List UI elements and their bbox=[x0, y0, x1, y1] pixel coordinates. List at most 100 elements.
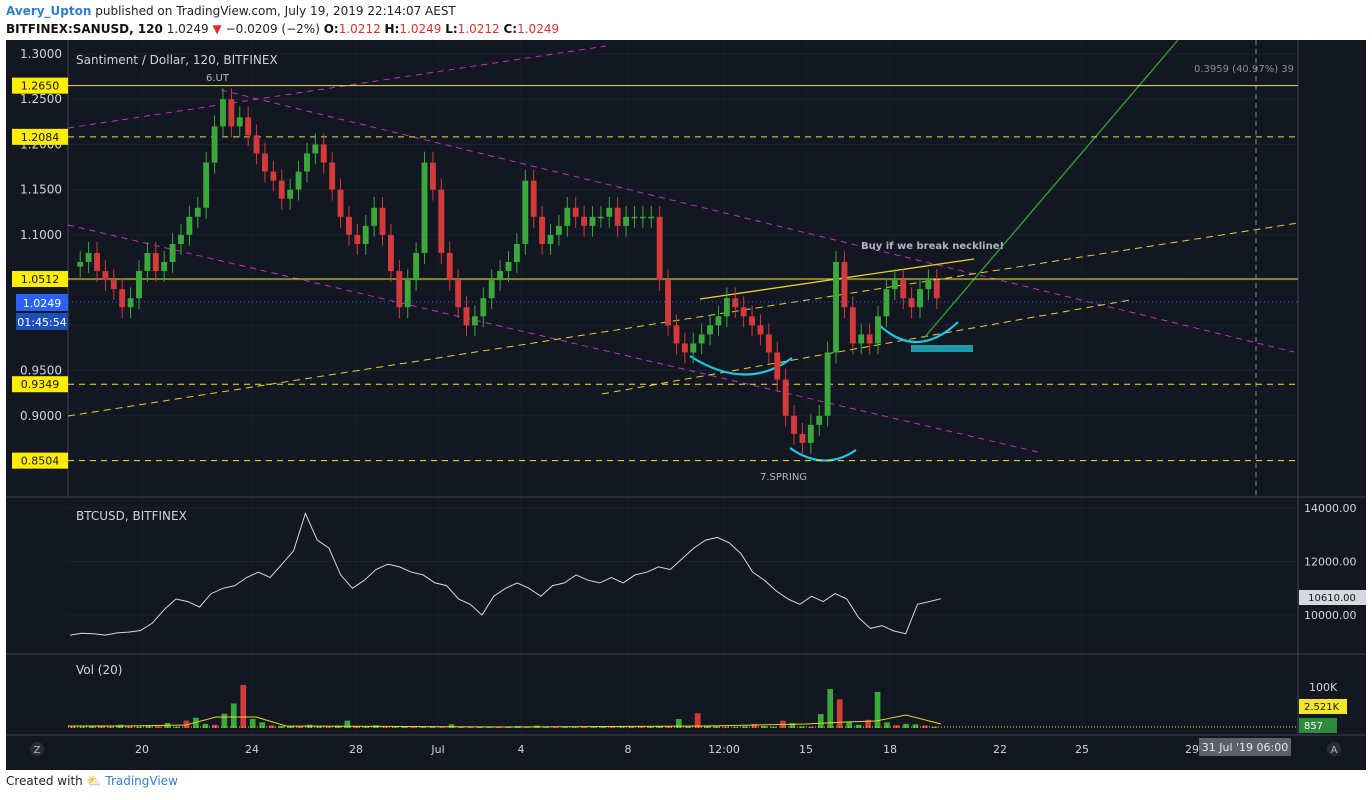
price-level-tag bbox=[12, 128, 68, 145]
volume-bar bbox=[344, 720, 351, 728]
price-level-tag bbox=[12, 77, 68, 94]
trend-line-rising[interactable] bbox=[67, 222, 1299, 417]
candle-body bbox=[681, 343, 688, 353]
target-projection-line[interactable] bbox=[923, 40, 1179, 339]
pane-title-main: Santiment / Dollar, 120, BITFINEX bbox=[76, 53, 278, 67]
time-tick-label: 4 bbox=[518, 743, 525, 756]
volume-bar bbox=[751, 723, 758, 728]
open-value: 1.0212 bbox=[338, 22, 381, 36]
vol-last-tag bbox=[1299, 718, 1337, 733]
volume-bar bbox=[666, 726, 673, 728]
volume-bar bbox=[619, 727, 625, 728]
volume-bar bbox=[420, 726, 426, 728]
tradingview-logo-icon[interactable]: ⛅ bbox=[86, 774, 102, 788]
price-level-tag bbox=[12, 271, 68, 288]
volume-bar bbox=[325, 727, 332, 728]
candle-body bbox=[345, 216, 352, 235]
volume-bar bbox=[675, 718, 682, 728]
chart-canvas[interactable]: 1.30001.25001.20001.15001.10001.05001.00… bbox=[6, 40, 1366, 770]
candle-body bbox=[749, 316, 755, 326]
drawings[interactable] bbox=[67, 40, 1299, 497]
candle-body bbox=[136, 271, 142, 299]
candle-body bbox=[228, 99, 235, 127]
candle-body bbox=[421, 162, 428, 253]
channel-line-upper[interactable] bbox=[67, 45, 607, 129]
candle-body bbox=[530, 180, 537, 217]
zoom-icon[interactable]: Z bbox=[34, 745, 41, 756]
channel-line-lower[interactable] bbox=[67, 224, 1039, 453]
candle-body bbox=[799, 433, 806, 443]
candle-body bbox=[522, 180, 529, 244]
annotation-spring[interactable]: 7.SPRING bbox=[760, 472, 807, 483]
candle-body bbox=[555, 225, 562, 235]
candle-body bbox=[833, 262, 839, 353]
volume-bar bbox=[429, 726, 436, 728]
volume-bar bbox=[685, 726, 692, 728]
arc-left-shoulder[interactable] bbox=[689, 355, 793, 376]
candle-body bbox=[883, 289, 890, 317]
candle-body bbox=[513, 243, 520, 263]
author-link[interactable]: Avery_Upton bbox=[6, 4, 92, 18]
annotation-neckline[interactable]: Buy if we break neckline! bbox=[861, 241, 1004, 252]
candle-body bbox=[488, 280, 495, 299]
volume-bar bbox=[88, 725, 95, 728]
volume-bar bbox=[789, 723, 796, 728]
candle-body bbox=[849, 307, 856, 344]
candle-body bbox=[77, 262, 84, 267]
candle-body bbox=[312, 144, 319, 154]
candle-body bbox=[925, 280, 932, 290]
candle-body bbox=[589, 216, 596, 226]
volume-bar bbox=[609, 726, 616, 728]
candle-body bbox=[757, 325, 764, 335]
volume-bar bbox=[808, 726, 815, 728]
price-level-label: 1.2650 bbox=[21, 80, 60, 93]
auto-scale-button[interactable] bbox=[1327, 742, 1341, 756]
pane-title-btc: BTCUSD, BITFINEX bbox=[76, 509, 187, 523]
low-value: 1.0212 bbox=[457, 22, 500, 36]
candle-body bbox=[656, 216, 663, 281]
auto-scale-icon[interactable]: A bbox=[1331, 745, 1338, 756]
target-box[interactable] bbox=[911, 345, 973, 352]
candle-body bbox=[740, 307, 747, 317]
price-levels[interactable] bbox=[68, 85, 1298, 462]
btc-tick-label: 14000.00 bbox=[1304, 502, 1357, 515]
time-scale[interactable]: 20 24 28 Jul 4 8 12:00 15 18 22 25 29 bbox=[135, 743, 1199, 756]
candle-body bbox=[900, 280, 907, 299]
arc-head[interactable] bbox=[789, 447, 857, 462]
price-tick-label: 1.1500 bbox=[20, 183, 62, 197]
zoom-button[interactable] bbox=[30, 742, 44, 756]
trend-line-neckline-lower[interactable] bbox=[601, 299, 1131, 395]
candle-body bbox=[480, 298, 487, 317]
candle-body bbox=[581, 216, 588, 226]
volume-bar bbox=[145, 725, 152, 728]
tradingview-link[interactable]: TradingView bbox=[105, 774, 178, 788]
volume-bar bbox=[912, 724, 919, 728]
candle-body bbox=[220, 99, 226, 127]
candle-body bbox=[463, 307, 470, 326]
candle-body bbox=[606, 207, 613, 217]
candle-body bbox=[287, 189, 294, 199]
candle-body bbox=[169, 243, 176, 263]
candle-body bbox=[429, 162, 436, 190]
price-tick-label: 1.2500 bbox=[20, 92, 62, 106]
vol-scale-label: 100K bbox=[1309, 681, 1338, 694]
volume-bar bbox=[183, 720, 190, 728]
candle-body bbox=[917, 289, 923, 308]
btc-scale[interactable]: 14000.00 12000.00 10000.00 bbox=[1304, 502, 1357, 622]
candle-body bbox=[673, 325, 680, 344]
volume-bar bbox=[249, 718, 256, 728]
candle-body bbox=[774, 352, 781, 380]
arc-right-shoulder[interactable] bbox=[875, 321, 959, 343]
candle-body bbox=[110, 280, 117, 290]
volume-bar bbox=[732, 727, 739, 728]
candle-body bbox=[413, 252, 420, 281]
volume-bar bbox=[212, 724, 218, 728]
candle-body bbox=[270, 171, 277, 181]
annotation-ut[interactable]: 6.UT bbox=[206, 73, 230, 84]
channel-line-mid[interactable] bbox=[220, 89, 1295, 353]
volume-bar bbox=[638, 726, 644, 728]
published-text: published on TradingView.com, July 19, 2… bbox=[95, 4, 456, 18]
candle-body bbox=[253, 135, 260, 154]
candle-body bbox=[236, 117, 243, 127]
candle-body bbox=[446, 252, 453, 281]
